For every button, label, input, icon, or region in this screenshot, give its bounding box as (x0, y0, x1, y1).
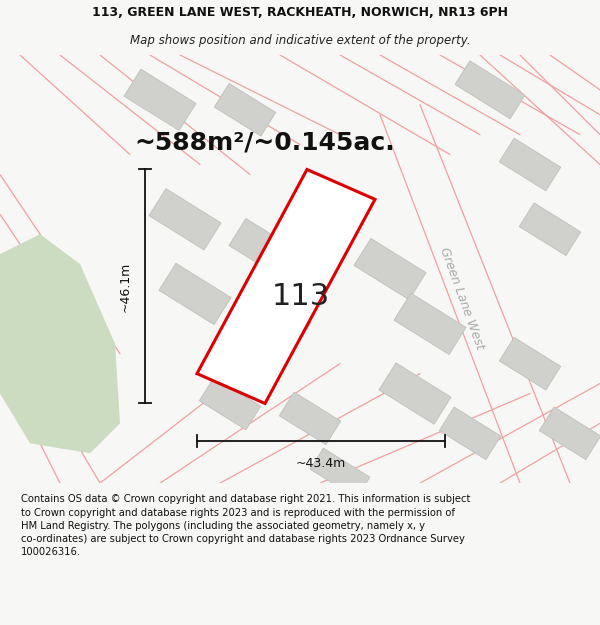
Polygon shape (0, 234, 120, 453)
Text: 113: 113 (272, 282, 330, 311)
Polygon shape (354, 238, 426, 300)
Text: Green Lane West: Green Lane West (437, 246, 487, 352)
Polygon shape (539, 407, 600, 459)
Text: Map shows position and indicative extent of the property.: Map shows position and indicative extent… (130, 34, 470, 48)
Polygon shape (279, 392, 341, 445)
Text: ~43.4m: ~43.4m (296, 457, 346, 470)
Text: 113, GREEN LANE WEST, RACKHEATH, NORWICH, NR13 6PH: 113, GREEN LANE WEST, RACKHEATH, NORWICH… (92, 6, 508, 19)
Polygon shape (379, 363, 451, 424)
Polygon shape (310, 448, 370, 498)
Polygon shape (499, 138, 561, 191)
Polygon shape (199, 377, 261, 430)
Polygon shape (197, 169, 375, 404)
Polygon shape (499, 338, 561, 390)
Polygon shape (394, 293, 466, 354)
Polygon shape (229, 219, 301, 280)
Polygon shape (455, 61, 525, 119)
Polygon shape (519, 203, 581, 256)
Polygon shape (439, 407, 501, 459)
Text: ~46.1m: ~46.1m (119, 261, 131, 312)
Polygon shape (149, 189, 221, 250)
Polygon shape (159, 263, 231, 324)
Text: Contains OS data © Crown copyright and database right 2021. This information is : Contains OS data © Crown copyright and d… (21, 494, 470, 558)
Text: ~588m²/~0.145ac.: ~588m²/~0.145ac. (134, 131, 395, 154)
Polygon shape (239, 288, 311, 349)
Polygon shape (124, 69, 196, 131)
Polygon shape (214, 83, 276, 136)
